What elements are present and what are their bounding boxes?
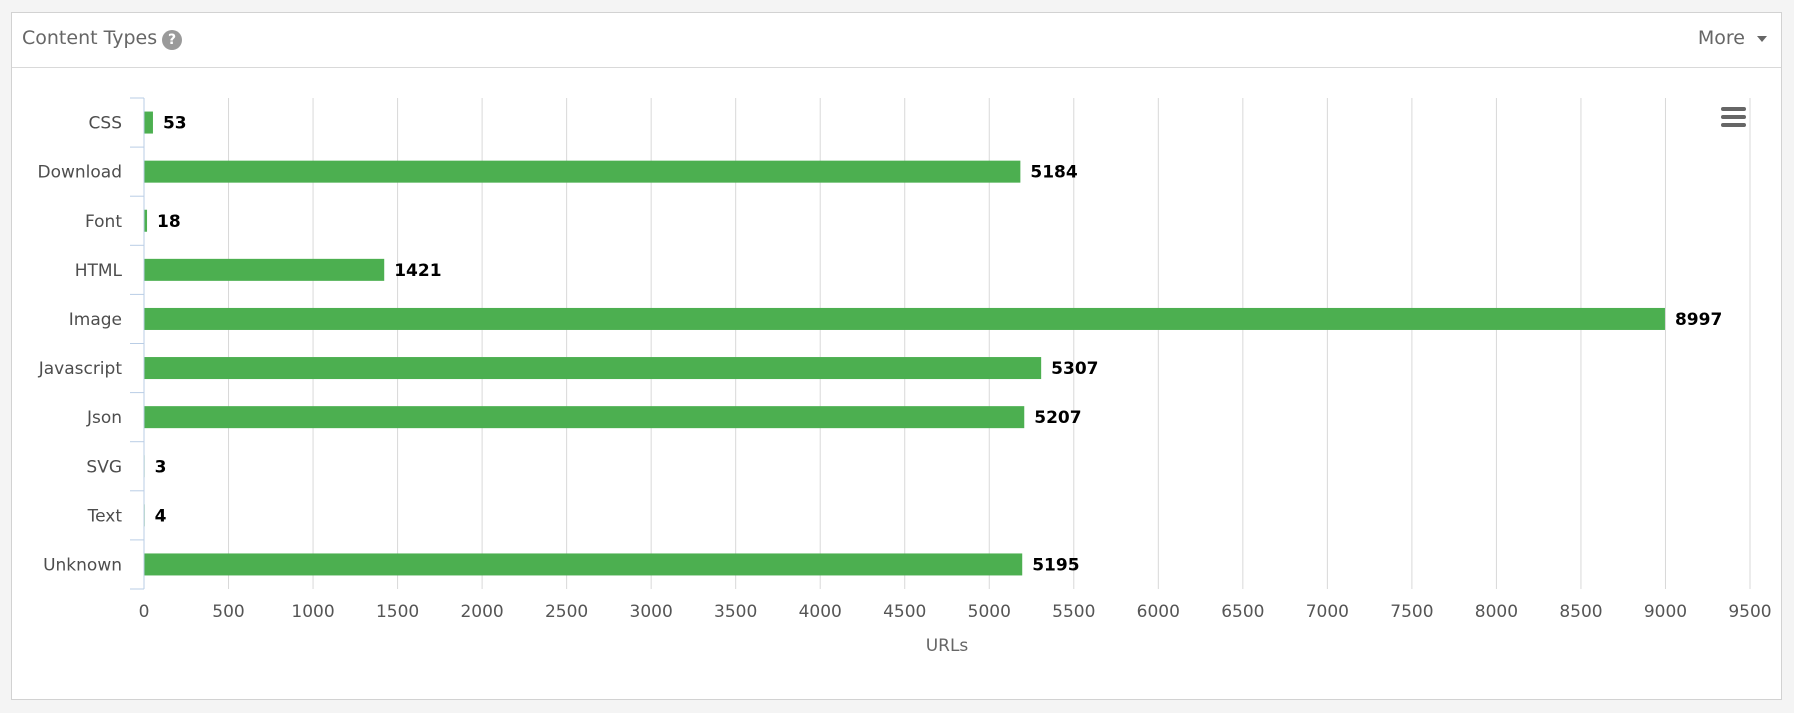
bar[interactable] [144, 258, 385, 281]
more-label: More [1697, 27, 1745, 49]
x-tick-label: 6000 [1137, 602, 1180, 622]
category-label: Unknown [43, 555, 122, 575]
hamburger-menu-bar [1721, 115, 1746, 119]
category-label: Javascript [38, 359, 123, 379]
x-tick-label: 5500 [1052, 602, 1095, 622]
data-label: 3 [155, 457, 167, 477]
data-label: 8997 [1675, 310, 1722, 330]
caret-down-icon [1757, 35, 1767, 42]
bar[interactable] [144, 307, 1665, 330]
category-label: Font [85, 212, 122, 232]
x-axis-title: URLs [926, 636, 969, 656]
data-label: 53 [163, 114, 187, 134]
x-tick-label: 9500 [1728, 602, 1771, 622]
data-label: 5184 [1030, 163, 1077, 183]
panel-header: Content Types ? More [12, 13, 1781, 68]
more-button[interactable]: More [1698, 27, 1767, 49]
x-tick-label: 1500 [376, 602, 419, 622]
x-tick-label: 1000 [291, 602, 334, 622]
category-label: Text [87, 506, 123, 526]
bar[interactable] [144, 406, 1025, 429]
data-label: 5307 [1051, 359, 1098, 379]
x-tick-label: 7500 [1390, 602, 1433, 622]
x-tick-label: 6500 [1221, 602, 1264, 622]
category-label: SVG [86, 457, 122, 477]
x-tick-label: 3000 [630, 602, 673, 622]
x-tick-label: 9000 [1644, 602, 1687, 622]
x-tick-label: 3500 [714, 602, 757, 622]
data-label: 1421 [394, 261, 441, 281]
category-label: Download [37, 163, 122, 183]
x-tick-label: 7000 [1306, 602, 1349, 622]
help-icon[interactable]: ? [162, 30, 182, 50]
x-tick-label: 500 [212, 602, 244, 622]
x-tick-label: 2500 [545, 602, 588, 622]
x-tick-label: 4500 [883, 602, 926, 622]
category-label: Json [86, 408, 122, 428]
x-tick-label: 2000 [460, 602, 503, 622]
chart-menu-button[interactable] [1721, 107, 1746, 127]
x-tick-label: 8000 [1475, 602, 1518, 622]
data-label: 5207 [1034, 408, 1081, 428]
category-label: Image [69, 310, 122, 330]
hamburger-menu-bar [1721, 123, 1746, 127]
x-tick-label: 4000 [799, 602, 842, 622]
bar[interactable] [144, 111, 153, 134]
panel-title: Content Types [22, 27, 158, 49]
x-tick-label: 8500 [1559, 602, 1602, 622]
bar[interactable] [144, 160, 1021, 183]
data-label: 4 [155, 506, 167, 526]
x-tick-label: 0 [139, 602, 150, 622]
bar[interactable] [144, 553, 1023, 576]
bar[interactable] [144, 357, 1042, 380]
category-label: CSS [89, 114, 122, 134]
category-label: HTML [75, 261, 123, 281]
hamburger-menu-icon [1721, 107, 1746, 111]
content-types-panel: Content Types ? More [11, 12, 1782, 700]
data-label: 5195 [1032, 555, 1079, 575]
data-label: 18 [157, 212, 181, 232]
bar[interactable] [144, 209, 148, 232]
x-tick-label: 5000 [968, 602, 1011, 622]
